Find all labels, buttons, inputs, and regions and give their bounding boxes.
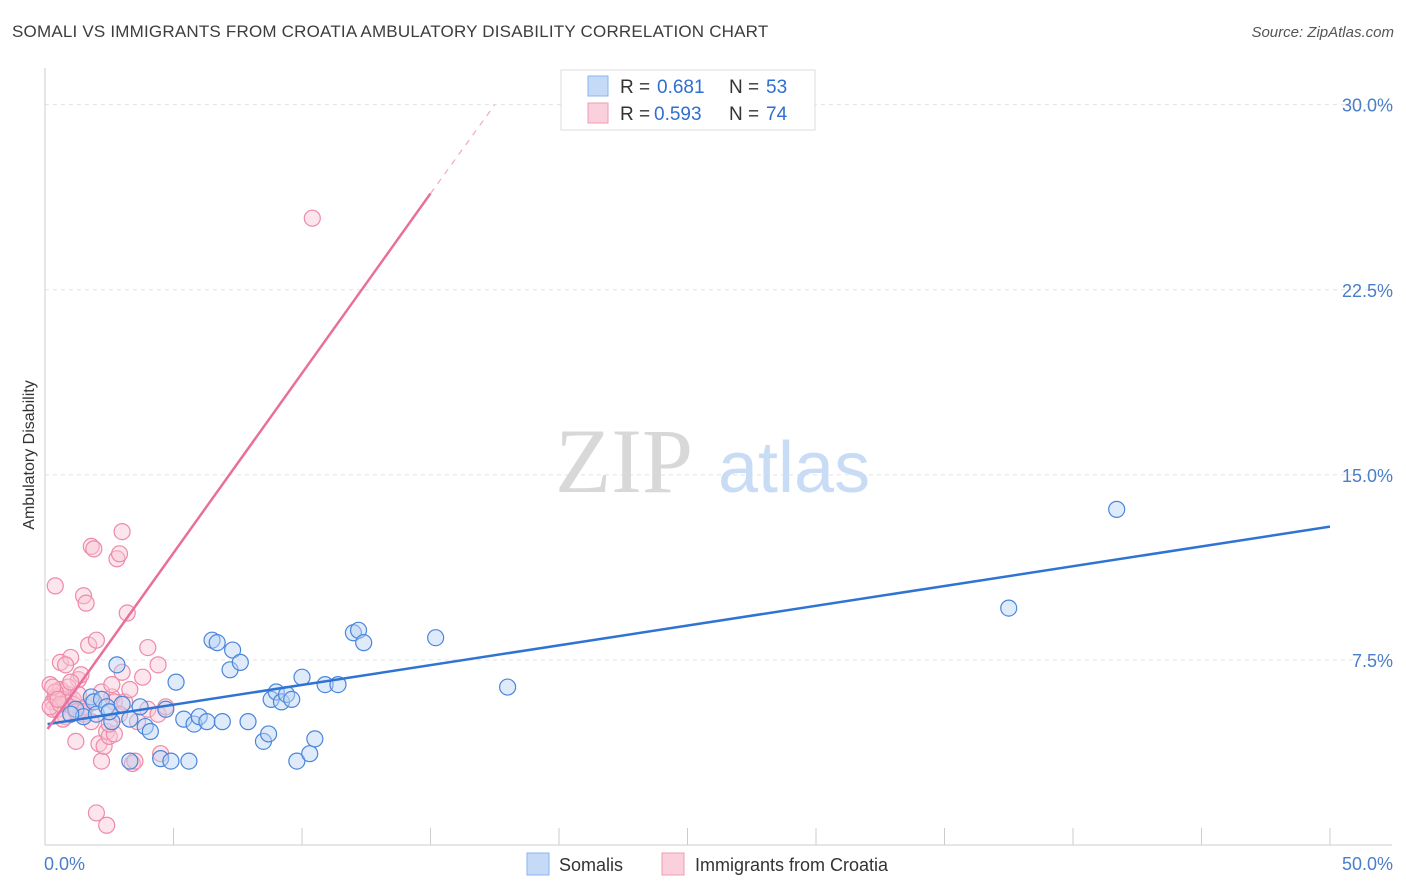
watermark-zip: ZIP: [555, 410, 693, 512]
series-label-somalis: Somalis: [559, 855, 623, 875]
y-tick-label-0: 7.5%: [1352, 651, 1393, 671]
point-croatia-51: [56, 656, 75, 674]
y-tick-label-1: 15.0%: [1342, 466, 1393, 486]
y-tick-label-2: 22.5%: [1342, 281, 1393, 301]
point-somalis-30: [239, 713, 257, 731]
point-croatia-15: [77, 594, 95, 612]
point-somalis-51: [121, 752, 139, 770]
chart-title: SOMALI VS IMMIGRANTS FROM CROATIA AMBULA…: [12, 22, 769, 41]
point-croatia-19: [87, 631, 106, 649]
point-somalis-13: [136, 717, 154, 736]
point-somalis-12: [131, 698, 149, 716]
point-somalis-41: [306, 730, 324, 748]
point-somalis-52: [62, 705, 80, 723]
point-somalis-20: [180, 752, 198, 770]
point-somalis-38: [288, 752, 306, 770]
point-somalis-18: [167, 673, 185, 691]
legend-n-label-somalis: N =: [729, 77, 759, 98]
point-somalis-8: [108, 656, 126, 674]
point-croatia-30: [110, 545, 129, 563]
legend-swatch-somalis: [587, 75, 609, 97]
legend-swatch-croatia: [587, 102, 609, 124]
trend-line-croatia: [46, 192, 432, 730]
trend-lines: [46, 104, 1331, 730]
point-somalis-50: [1108, 500, 1126, 518]
point-croatia-33: [118, 604, 136, 622]
point-somalis-16: [157, 700, 175, 718]
source-attribution: Source: ZipAtlas.com: [1251, 24, 1394, 41]
point-somalis-26: [213, 713, 231, 731]
point-croatia-62: [103, 675, 121, 694]
stats-legend: R = 0.681 N = 53 R = 0.593 N = 74: [560, 69, 816, 131]
axes: [44, 68, 1392, 846]
point-somalis-17: [162, 752, 180, 770]
trend-line-dashed-croatia: [430, 104, 496, 194]
point-somalis-10: [113, 695, 131, 713]
point-croatia-37: [134, 668, 152, 686]
point-croatia-31: [113, 522, 131, 541]
point-somalis-47: [427, 629, 445, 647]
legend-n-label-croatia: N =: [729, 104, 759, 125]
point-croatia-52: [62, 673, 80, 691]
point-somalis-23: [198, 713, 216, 731]
point-croatia-72: [149, 656, 167, 674]
point-somalis-28: [224, 641, 242, 659]
legend-n-value-croatia: 74: [766, 104, 788, 125]
watermark-atlas: atlas: [718, 428, 870, 508]
legend-n-value-somalis: 53: [766, 77, 787, 98]
legend-r-label-croatia: R =: [620, 104, 650, 125]
point-somalis-46: [355, 634, 373, 652]
y-tick-label-3: 30.0%: [1342, 96, 1393, 116]
x-tick-label-0: 0.0%: [44, 854, 85, 874]
point-croatia-36: [126, 752, 144, 770]
grid-lines: [45, 104, 1392, 661]
point-somalis-15: [152, 750, 170, 768]
series-swatch-somalis: [526, 852, 550, 876]
point-croatia-23: [92, 752, 111, 770]
watermark: ZIP atlas: [555, 410, 870, 512]
point-croatia-18: [85, 540, 103, 558]
point-somalis-29: [231, 653, 249, 671]
series-label-croatia: Immigrants from Croatia: [695, 855, 889, 875]
point-croatia-8: [46, 577, 64, 595]
legend-r-value-somalis: 0.681: [657, 77, 705, 98]
point-croatia-29: [108, 550, 126, 568]
trend-line-somalis: [47, 525, 1331, 726]
point-somalis-49: [1000, 599, 1018, 617]
point-croatia-35: [123, 754, 141, 773]
point-somalis-25: [208, 634, 226, 652]
point-somalis-2: [82, 688, 100, 706]
data-points: [41, 209, 1126, 834]
tick-labels: 7.5% 15.0% 22.5% 30.0% 0.0% 50.0%: [44, 96, 1393, 874]
point-somalis-14: [141, 722, 159, 741]
point-somalis-40: [301, 745, 319, 763]
point-croatia-40: [87, 804, 106, 822]
x-tick-label-1: 50.0%: [1342, 854, 1393, 874]
series-legend: Somalis Immigrants from Croatia: [526, 852, 889, 876]
point-somalis-48: [499, 678, 517, 696]
legend-r-value-croatia: 0.593: [654, 104, 702, 125]
point-croatia-17: [82, 537, 100, 556]
series-swatch-croatia: [661, 852, 685, 876]
point-croatia-73: [303, 209, 321, 227]
point-croatia-57: [49, 690, 67, 709]
point-croatia-24: [95, 737, 113, 755]
point-croatia-41: [98, 816, 116, 834]
point-somalis-32: [259, 725, 278, 743]
y-axis-label: Ambulatory Disability: [21, 380, 38, 529]
point-somalis-37: [283, 690, 301, 709]
point-croatia-38: [139, 638, 157, 657]
legend-r-label-somalis: R =: [620, 77, 650, 98]
point-croatia-34: [121, 680, 139, 699]
point-croatia-11: [67, 732, 85, 750]
